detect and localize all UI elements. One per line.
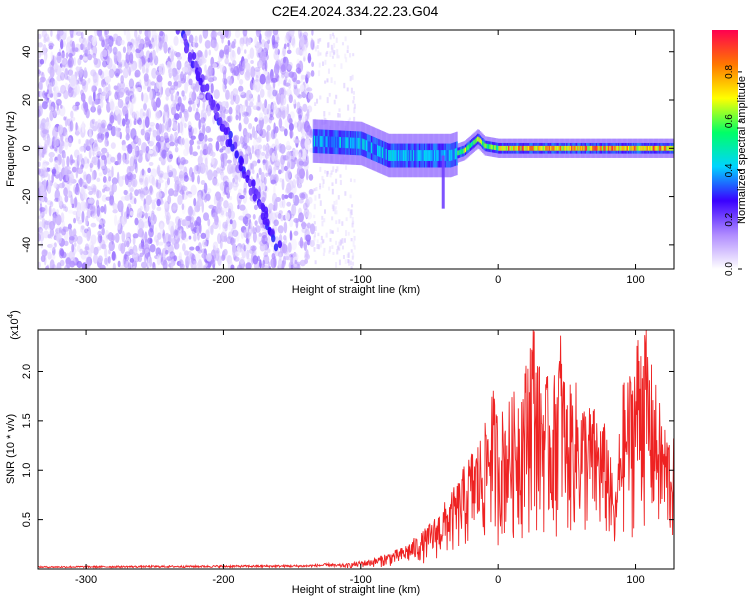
y-tick-label: 1.0 [21,463,33,478]
colorbar-ticks: 0.0 0.2 0.4 0.6 0.8 [724,64,742,276]
chart-title: C2E4.2024.334.22.23.G04 [272,3,439,19]
x-tick-label: 100 [626,274,644,286]
spectral-spike [441,155,445,209]
spectrogram-plot-area [38,30,674,269]
spectrogram-y-label: Frequency (Hz) [5,111,17,187]
snr-x-label: Height of straight line (km) [292,584,420,596]
x-tick-label: -100 [350,574,372,586]
snr-y-label: SNR (10 * v/v) [5,414,17,484]
colorbar: 0.0 0.2 0.4 0.6 0.8 Normalized spectral ampl… [712,30,748,276]
snr-frame [37,329,675,570]
colorbar-tick-label: 0.2 [724,212,735,226]
y-tick-label: 0.5 [21,512,33,527]
signal-ridge [312,119,674,178]
snr-y-axis: 0.5 1.0 1.5 2.0 [21,364,674,527]
y-tick-label: 2.0 [21,364,33,379]
y-tick-label: 40 [21,46,33,58]
snr-series-line [38,330,674,569]
multiplier-close: ) [9,310,21,314]
x-tick-label: -300 [75,274,97,286]
snr-plot-area [38,330,674,569]
y-tick-label: 1.5 [21,413,33,428]
x-tick-label: -300 [75,574,97,586]
multiplier-base: (x10 [9,318,21,339]
colorbar-tick-label: 0.0 [724,262,735,276]
y-tick-label: 20 [21,94,33,106]
snr-x-axis: -300 -200 -100 0 100 [75,330,645,586]
snr-y-multiplier: (x104) [6,310,21,340]
svg-text:(x104): (x104) [6,310,21,340]
x-tick-label: 100 [626,574,644,586]
colorbar-label: Normalized spectral amplitude [736,76,748,224]
colorbar-gradient [712,30,738,269]
y-tick-label: -20 [21,189,33,205]
colorbar-tick-label: 0.6 [724,114,735,128]
multiplier-exponent: 4 [6,313,15,318]
colorbar-tick-label: 0.8 [724,64,735,78]
spectrogram-x-axis: -300 -200 -100 0 100 [75,30,645,286]
spectrogram-y-axis: -40 -20 0 20 40 [21,46,674,253]
snr-panel: -300 -200 -100 0 100 0.5 1.0 1.5 2.0 Height of … [5,310,675,596]
noise-field [38,30,356,269]
spectrogram-x-label: Height of straight line (km) [292,284,420,296]
x-tick-label: 0 [495,274,501,286]
x-tick-label: -100 [350,274,372,286]
y-tick-label: -40 [21,237,33,253]
x-tick-label: 0 [495,574,501,586]
x-tick-label: -200 [212,574,234,586]
x-tick-label: -200 [212,274,234,286]
spectrogram-frame [37,29,675,270]
colorbar-tick-label: 0.4 [724,163,735,177]
y-tick-label: 0 [21,145,33,151]
